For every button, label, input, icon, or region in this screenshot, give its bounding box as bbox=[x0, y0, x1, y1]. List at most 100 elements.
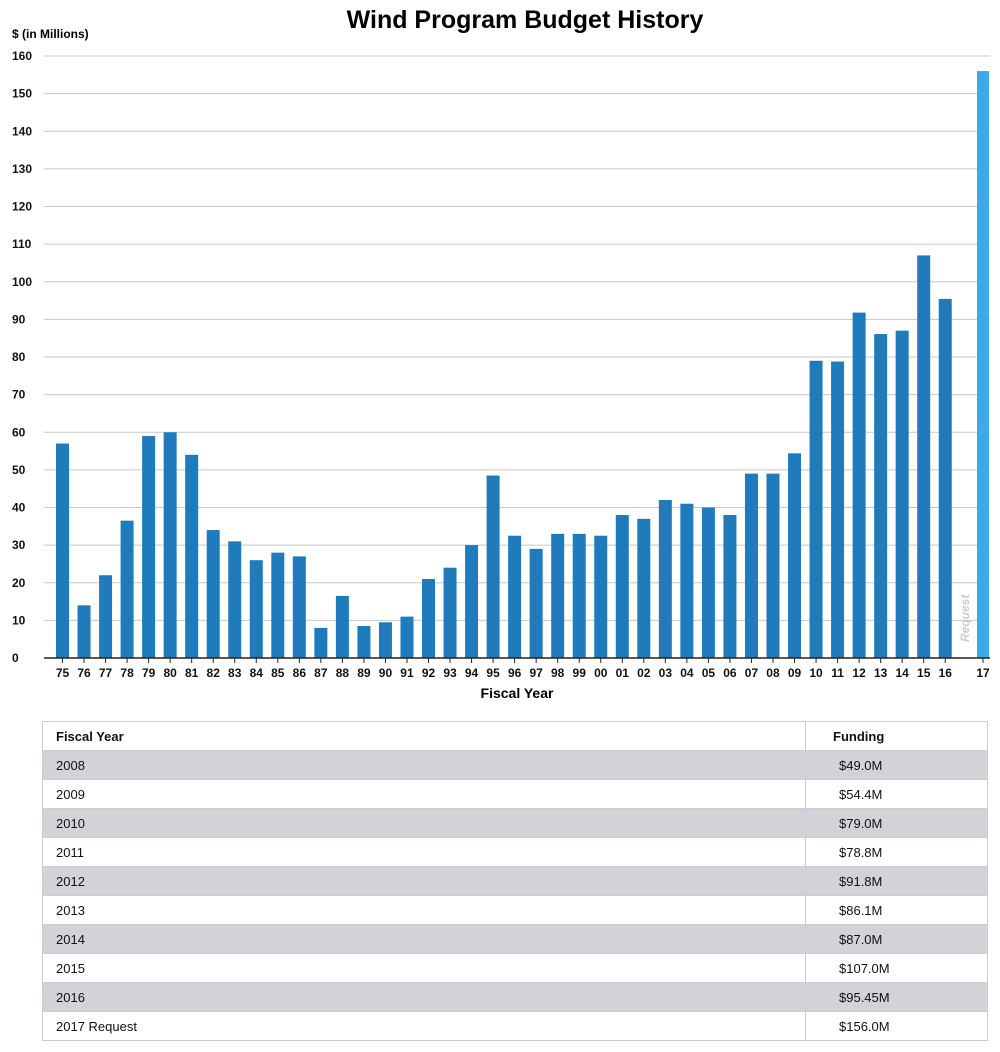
y-tick-label: 160 bbox=[12, 49, 32, 63]
header-fiscal-year: Fiscal Year bbox=[42, 721, 806, 751]
bar bbox=[680, 503, 694, 658]
x-tick-label: 92 bbox=[422, 666, 436, 680]
x-tick-label: 91 bbox=[400, 666, 414, 680]
bar bbox=[185, 454, 199, 658]
x-tick-label: 98 bbox=[551, 666, 565, 680]
cell-fiscal-year: 2015 bbox=[42, 953, 806, 983]
bar bbox=[917, 255, 931, 658]
bar bbox=[228, 541, 242, 658]
x-tick-label: 81 bbox=[185, 666, 199, 680]
x-tick-label: 75 bbox=[56, 666, 70, 680]
bar bbox=[572, 533, 586, 658]
cell-funding: $78.8M bbox=[805, 837, 988, 867]
funding-table: Fiscal Year Funding 2008 $49.0M 2009 $54.4M… bbox=[42, 721, 988, 1041]
x-tick-label: 14 bbox=[895, 666, 909, 680]
x-tick-label: 01 bbox=[616, 666, 630, 680]
bar bbox=[163, 432, 177, 658]
y-tick-label: 130 bbox=[12, 162, 32, 176]
table-row: 2009 $54.4M bbox=[42, 779, 988, 809]
bar bbox=[637, 518, 651, 658]
bars bbox=[56, 71, 989, 659]
cell-fiscal-year: 2013 bbox=[42, 895, 806, 925]
y-tick-label: 30 bbox=[12, 538, 26, 552]
bar bbox=[314, 627, 328, 658]
cell-funding: $49.0M bbox=[805, 750, 988, 780]
bar bbox=[120, 520, 134, 658]
cell-funding: $86.1M bbox=[805, 895, 988, 925]
x-tick-labels: 75 76 77 78 79 80 81 82 83 84 85 86 87 88 89 90 91 92 93 94… bbox=[56, 666, 990, 680]
bar bbox=[206, 530, 220, 658]
x-tick-label: 84 bbox=[250, 666, 264, 680]
x-tick-label: 10 bbox=[809, 666, 823, 680]
bar bbox=[766, 473, 780, 658]
bar bbox=[723, 515, 737, 658]
budget-bar-chart: Wind Program Budget History $ (in Millio… bbox=[12, 6, 990, 701]
y-tick-label: 20 bbox=[12, 576, 26, 590]
x-tick-label: 89 bbox=[357, 666, 371, 680]
x-tick-label: 94 bbox=[465, 666, 479, 680]
x-tick-label: 07 bbox=[745, 666, 759, 680]
table-row: 2014 $87.0M bbox=[42, 924, 988, 954]
request-annotation: Request bbox=[958, 594, 972, 642]
x-axis-title: Fiscal Year bbox=[481, 685, 554, 701]
bar bbox=[271, 552, 285, 658]
bar bbox=[615, 515, 629, 658]
cell-funding: $87.0M bbox=[805, 924, 988, 954]
bar bbox=[744, 473, 758, 658]
cell-funding: $79.0M bbox=[805, 808, 988, 838]
y-tick-label: 140 bbox=[12, 124, 32, 138]
x-tick-label: 76 bbox=[77, 666, 91, 680]
y-tick-label: 90 bbox=[12, 312, 26, 326]
y-tick-label: 10 bbox=[12, 613, 26, 627]
y-tick-label: 50 bbox=[12, 463, 26, 477]
bar bbox=[701, 507, 715, 658]
y-tick-label: 0 bbox=[12, 651, 19, 665]
cell-fiscal-year: 2010 bbox=[42, 808, 806, 838]
table-header-row: Fiscal Year Funding bbox=[42, 721, 988, 751]
x-tick-label: 83 bbox=[228, 666, 242, 680]
bar bbox=[852, 312, 866, 658]
chart-title: Wind Program Budget History bbox=[347, 6, 704, 34]
x-tick-label: 00 bbox=[594, 666, 608, 680]
cell-funding: $91.8M bbox=[805, 866, 988, 896]
cell-fiscal-year: 2012 bbox=[42, 866, 806, 896]
bar bbox=[938, 298, 952, 658]
x-tick-label: 95 bbox=[486, 666, 500, 680]
cell-funding: $95.45M bbox=[805, 982, 988, 1012]
cell-funding: $54.4M bbox=[805, 779, 988, 809]
x-tick-label: 93 bbox=[443, 666, 457, 680]
bar bbox=[99, 575, 113, 658]
bar bbox=[551, 533, 565, 658]
bar bbox=[357, 626, 371, 658]
x-tick-label: 78 bbox=[120, 666, 134, 680]
x-tick-label: 17 bbox=[976, 666, 990, 680]
x-tick-label: 77 bbox=[99, 666, 113, 680]
x-tick-label: 80 bbox=[163, 666, 177, 680]
x-tick-label: 11 bbox=[831, 666, 844, 680]
x-tick-label: 15 bbox=[917, 666, 931, 680]
bar bbox=[400, 616, 414, 658]
x-tick-label: 04 bbox=[680, 666, 694, 680]
table-row: 2011 $78.8M bbox=[42, 837, 988, 867]
x-axis bbox=[44, 657, 990, 663]
table-row: 2012 $91.8M bbox=[42, 866, 988, 896]
bar bbox=[658, 499, 672, 658]
cell-fiscal-year: 2009 bbox=[42, 779, 806, 809]
y-tick-label: 40 bbox=[12, 501, 26, 515]
bar bbox=[56, 443, 69, 658]
cell-fiscal-year: 2014 bbox=[42, 924, 806, 954]
x-tick-label: 12 bbox=[852, 666, 866, 680]
x-tick-label: 86 bbox=[293, 666, 307, 680]
bar bbox=[77, 605, 91, 658]
bar bbox=[831, 361, 845, 658]
y-tick-label: 60 bbox=[12, 425, 26, 439]
x-tick-label: 90 bbox=[379, 666, 393, 680]
y-tick-label: 100 bbox=[12, 275, 32, 289]
table-row: 2016 $95.45M bbox=[42, 982, 988, 1012]
bar bbox=[142, 436, 156, 658]
cell-fiscal-year: 2016 bbox=[42, 982, 806, 1012]
x-tick-label: 97 bbox=[529, 666, 543, 680]
y-tick-label: 110 bbox=[12, 237, 32, 251]
table-row: 2008 $49.0M bbox=[42, 750, 988, 780]
y-tick-labels: 0 10 20 30 40 50 60 70 80 90 100 110 120 130 140 150 160 bbox=[12, 49, 32, 665]
